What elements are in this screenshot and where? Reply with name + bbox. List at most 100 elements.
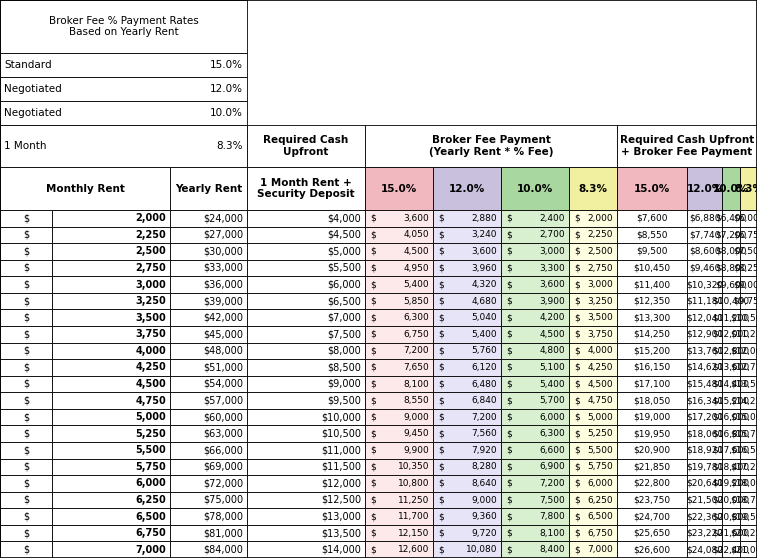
Bar: [0, 0, 247, 53]
Text: 7,920: 7,920: [472, 446, 497, 455]
Bar: [170, 525, 247, 541]
Bar: [365, 475, 433, 492]
Bar: [617, 525, 687, 541]
Text: 3,250: 3,250: [587, 297, 613, 306]
Bar: [52, 392, 170, 409]
Bar: [365, 359, 433, 376]
Text: $8,500: $8,500: [327, 363, 361, 372]
Text: $: $: [574, 247, 580, 256]
Text: $13,760: $13,760: [686, 347, 723, 355]
Text: $: $: [574, 230, 580, 239]
Text: $19,950: $19,950: [634, 429, 671, 438]
Bar: [569, 376, 617, 392]
Bar: [433, 492, 501, 508]
Bar: [501, 210, 569, 227]
Bar: [170, 409, 247, 425]
Text: $: $: [370, 347, 375, 355]
Bar: [687, 243, 722, 259]
Bar: [569, 541, 617, 558]
Text: $10,320: $10,320: [686, 280, 723, 289]
Text: 8.3%: 8.3%: [578, 184, 608, 194]
Text: 2,500: 2,500: [587, 247, 613, 256]
Bar: [247, 343, 365, 359]
Text: Monthly Rent: Monthly Rent: [45, 184, 124, 194]
Text: $9,000: $9,000: [327, 379, 361, 389]
Bar: [52, 326, 170, 343]
Bar: [433, 525, 501, 541]
Bar: [569, 492, 617, 508]
Bar: [52, 508, 170, 525]
Text: $: $: [574, 396, 580, 405]
Bar: [617, 293, 687, 310]
Bar: [170, 392, 247, 409]
Text: $12,500: $12,500: [321, 495, 361, 505]
Text: 6,500: 6,500: [587, 512, 613, 521]
Bar: [365, 210, 433, 227]
Text: 6,500: 6,500: [136, 512, 166, 522]
Bar: [740, 227, 757, 243]
Bar: [0, 293, 52, 310]
Text: 6,480: 6,480: [472, 379, 497, 388]
Bar: [617, 425, 687, 442]
Bar: [687, 376, 722, 392]
Bar: [170, 310, 247, 326]
Bar: [617, 459, 687, 475]
Bar: [501, 243, 569, 259]
Bar: [722, 525, 740, 541]
Text: $11,180: $11,180: [686, 297, 723, 306]
Bar: [52, 376, 170, 392]
Text: 6,300: 6,300: [539, 429, 565, 438]
Text: Negotiated: Negotiated: [4, 108, 62, 118]
Bar: [247, 293, 365, 310]
Text: 5,400: 5,400: [403, 280, 429, 289]
Text: $: $: [438, 479, 444, 488]
Bar: [365, 326, 433, 343]
Bar: [52, 259, 170, 276]
Bar: [740, 459, 757, 475]
Bar: [0, 243, 52, 259]
Bar: [365, 492, 433, 508]
Text: $: $: [23, 478, 29, 488]
Text: $20,250: $20,250: [730, 528, 757, 538]
Bar: [740, 343, 757, 359]
Bar: [569, 343, 617, 359]
Text: $: $: [506, 496, 512, 504]
Text: $: $: [506, 446, 512, 455]
Text: 10,350: 10,350: [397, 463, 429, 472]
Bar: [247, 359, 365, 376]
Text: $: $: [506, 247, 512, 256]
Text: 4,000: 4,000: [136, 346, 166, 356]
Bar: [365, 259, 433, 276]
Bar: [247, 227, 365, 243]
Text: $: $: [23, 363, 29, 372]
Bar: [722, 409, 740, 425]
Text: $23,750: $23,750: [634, 496, 671, 504]
Text: 10.0%: 10.0%: [517, 184, 553, 194]
Text: 4,250: 4,250: [136, 363, 166, 372]
Bar: [501, 392, 569, 409]
Bar: [617, 409, 687, 425]
Bar: [0, 276, 52, 293]
Bar: [247, 541, 365, 558]
Text: $11,000: $11,000: [321, 445, 361, 455]
Text: $13,000: $13,000: [321, 512, 361, 522]
Text: 12,150: 12,150: [397, 528, 429, 538]
Bar: [247, 125, 365, 167]
Bar: [0, 409, 52, 425]
Text: $12,900: $12,900: [686, 330, 723, 339]
Text: $: $: [438, 247, 444, 256]
Bar: [247, 525, 365, 541]
Bar: [0, 210, 52, 227]
Bar: [247, 259, 365, 276]
Text: $: $: [574, 347, 580, 355]
Bar: [740, 210, 757, 227]
Text: $: $: [506, 512, 512, 521]
Text: 3,000: 3,000: [587, 280, 613, 289]
Bar: [247, 310, 365, 326]
Text: $: $: [506, 463, 512, 472]
Text: $: $: [438, 313, 444, 322]
Text: $: $: [506, 230, 512, 239]
Text: 2,500: 2,500: [136, 247, 166, 257]
Text: $: $: [23, 296, 29, 306]
Bar: [52, 459, 170, 475]
